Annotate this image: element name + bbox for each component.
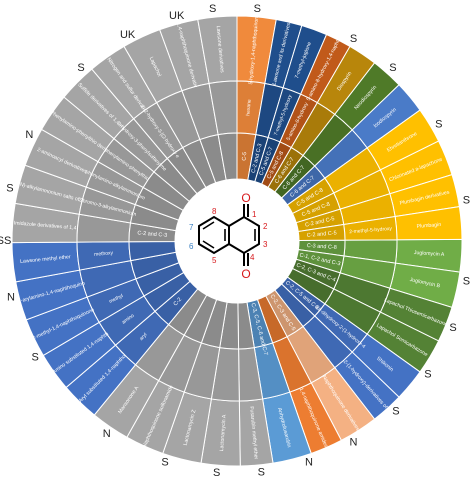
- middle-label: methyl: [108, 293, 124, 305]
- outer-letter-12: S: [213, 467, 220, 479]
- sector-37: 1,4-naphthoquinone derivativ: [159, 18, 227, 184]
- center-circle: [175, 179, 299, 303]
- atom-number-2: 2: [263, 222, 268, 231]
- outer-letter-13: S: [161, 457, 168, 469]
- atom-number-4: 4: [250, 253, 255, 262]
- outer-letter-17: SS: [0, 235, 11, 247]
- outer-label: Lawsone derivatives: [215, 26, 225, 74]
- outer-letter-1: S: [350, 33, 357, 45]
- sectors-group: 5-hydroxy-1,4-naphthoquinonehexaneC-5Law…: [11, 14, 463, 467]
- outer-label: Plumbagin: [416, 222, 441, 230]
- atom-number-3: 3: [263, 240, 268, 249]
- outer-letter-15: S: [32, 351, 39, 363]
- outer-letter-10: N: [305, 457, 313, 469]
- outer-letter-8: S: [392, 405, 399, 417]
- sector-21: Lactonamycin A: [200, 301, 241, 467]
- outer-letter-22: UK: [169, 10, 185, 22]
- outer-letter-7: S: [424, 369, 431, 381]
- sector-28: 2-arylamino-1,4-naphthoquino: [15, 251, 180, 321]
- atom-number-8: 8: [212, 207, 217, 216]
- outer-letter-3: S: [435, 118, 442, 130]
- outer-letter-16: N: [7, 291, 15, 303]
- oxygen-bottom: O: [241, 267, 250, 281]
- outer-letter-4: S: [463, 194, 470, 206]
- sector-22: Lactonamycin Z: [162, 298, 228, 464]
- atom-number-1: 1: [252, 210, 257, 219]
- outer-letter-5: S: [463, 275, 470, 287]
- sector-36: Lapachol: [123, 29, 217, 189]
- inner-label: C-2 and C-3: [137, 230, 167, 238]
- sector-16: 2-(1-hydroxy)-derivatives of: [274, 283, 400, 420]
- inner-label: C-3 and C-8: [307, 243, 337, 251]
- outer-letter-0: S: [254, 3, 261, 15]
- sector-10: Plumbagin 2-methyl-5-hydroxy C-2 and C-5: [297, 206, 463, 242]
- inner-label: C-2 and C-5: [307, 230, 337, 238]
- middle-label: hexane: [245, 99, 252, 116]
- middle-label: methoxy: [94, 250, 114, 258]
- oxygen-top: O: [241, 191, 250, 205]
- inner-label: C-5: [242, 152, 249, 161]
- outer-letter-21: UK: [120, 29, 136, 41]
- outer-letter-20: S: [77, 62, 84, 74]
- outer-letter-9: N: [350, 437, 358, 449]
- middle-label: aryl: [139, 332, 149, 342]
- outer-letter-6: S: [449, 322, 456, 334]
- outer-letter-14: N: [103, 428, 111, 440]
- atom-number-7: 7: [189, 223, 194, 232]
- sector-14: Lapachol Semicarbazone: [286, 267, 440, 373]
- outer-label: Lactonamycin A: [219, 414, 228, 451]
- outer-letter-11: S: [258, 467, 265, 479]
- sector-38: Lawsone derivatives: [197, 15, 238, 181]
- outer-letter-19: N: [25, 129, 33, 141]
- outer-label: Juglomycin A: [414, 250, 445, 258]
- sector-30: Imidazole derivatives of 1,4 C-2 and C-3: [11, 202, 177, 244]
- sector-29: Lawsone methyl ether methoxy: [11, 240, 177, 283]
- atom-number-6: 6: [189, 242, 194, 251]
- naphthoquinone-structure: O O 1 2 3 4 5 6 7 8: [175, 179, 299, 303]
- outer-letter-18: S: [6, 182, 13, 194]
- inner-label: C-2: [173, 297, 183, 308]
- outer-label: Lawsone methyl ether: [20, 254, 71, 265]
- outer-letter-23: S: [209, 3, 216, 15]
- middle-label: 2-methyl-5-hydroxy: [349, 226, 393, 235]
- outer-label: Fusarubin methyl ether: [248, 406, 259, 460]
- outer-letter-2: S: [389, 62, 396, 74]
- outer-label: Imidazole derivatives of 1,4: [14, 220, 77, 231]
- atom-number-5: 5: [212, 256, 217, 265]
